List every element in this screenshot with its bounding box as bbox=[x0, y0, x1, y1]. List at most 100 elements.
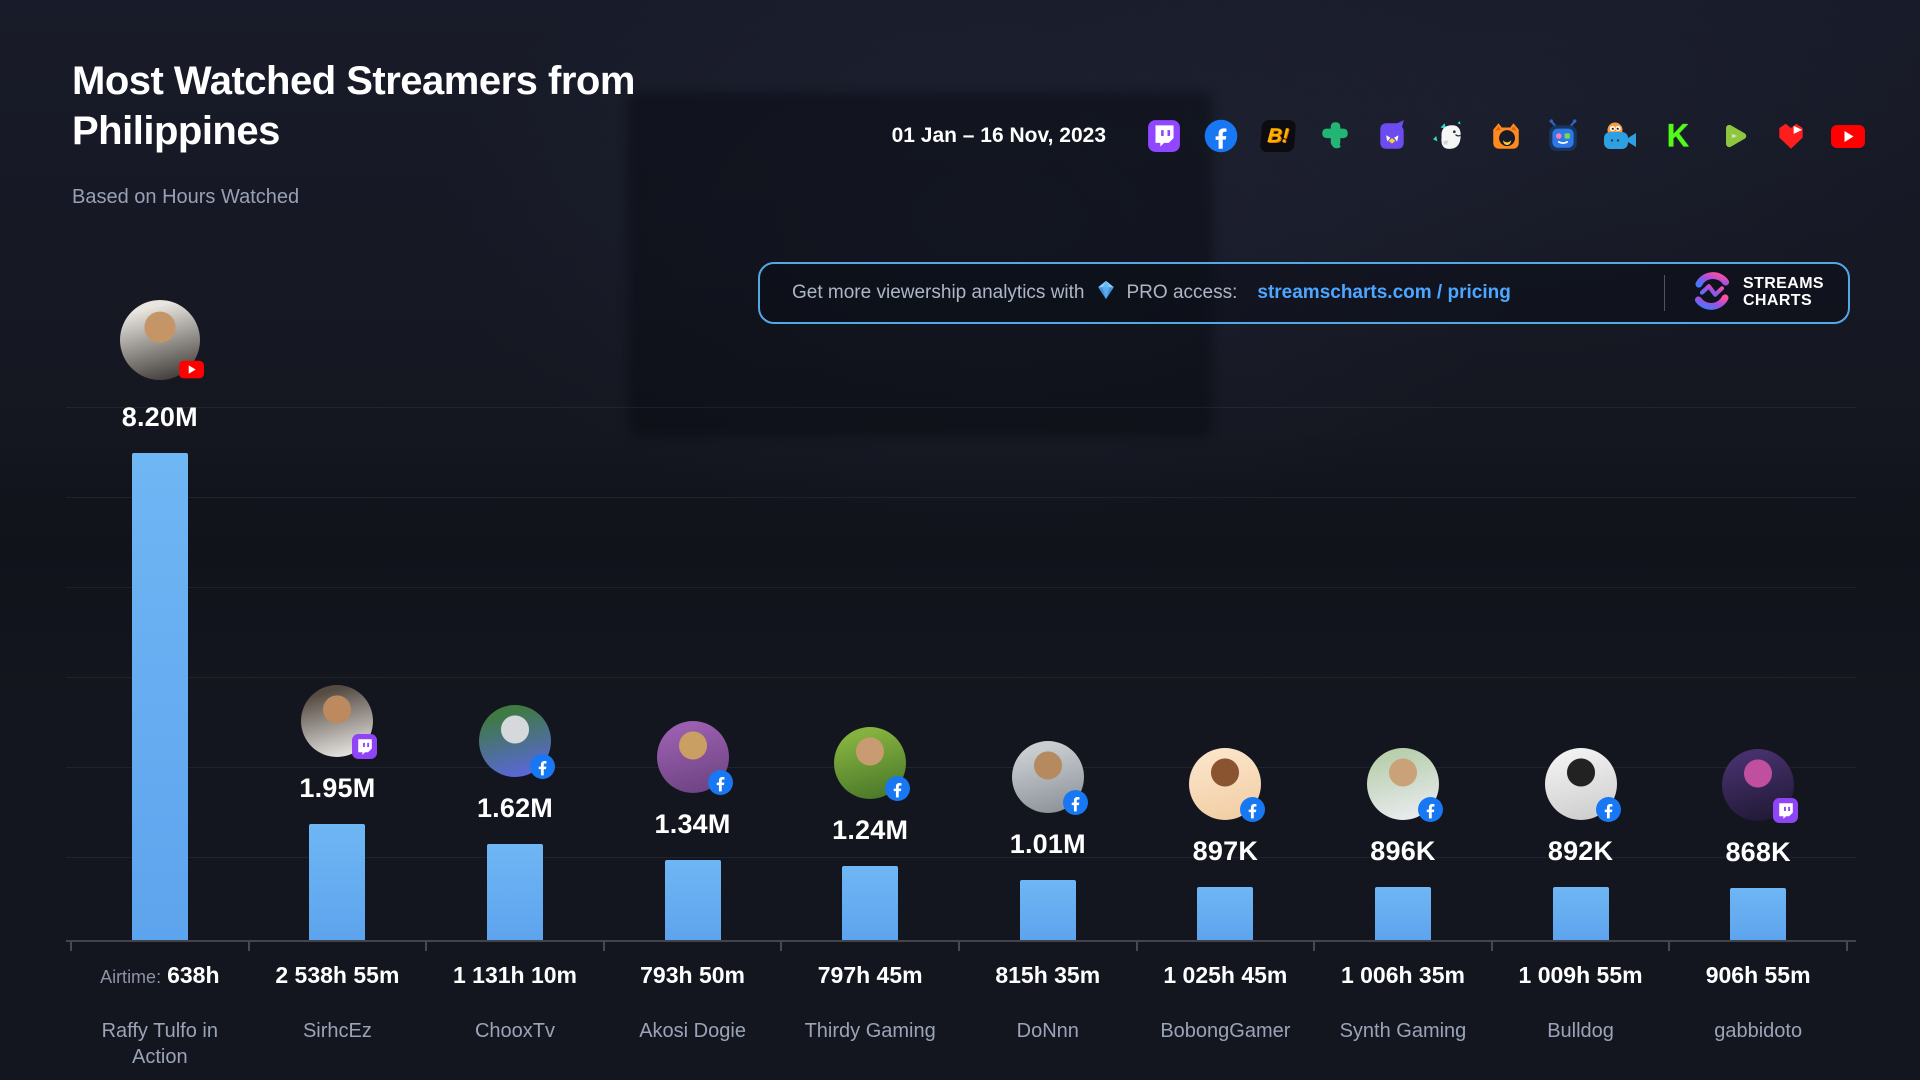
axis-tick bbox=[1668, 942, 1671, 951]
streams-charts-logo-mark-icon bbox=[1691, 270, 1733, 317]
streamer-column: 1.34M bbox=[604, 0, 782, 940]
gridline bbox=[66, 497, 1856, 498]
gridline bbox=[66, 767, 1856, 768]
platform-orange-cat-icon bbox=[1488, 118, 1524, 154]
platform-rumble-icon bbox=[1716, 118, 1752, 154]
facebook-badge-icon bbox=[529, 754, 555, 779]
airtime-value: 906h 55m bbox=[1669, 962, 1847, 989]
streamer-avatar bbox=[478, 705, 555, 779]
youtube-badge-icon bbox=[178, 357, 204, 382]
streamer-avatar bbox=[1366, 748, 1443, 822]
value-label: 8.20M bbox=[121, 402, 198, 432]
promo-text-prefix: Get more viewership analytics with bbox=[792, 282, 1085, 303]
streamer-avatar bbox=[656, 721, 733, 795]
axis-tick bbox=[1313, 942, 1316, 951]
header-right: 01 Jan – 16 Nov, 2023 B! K bbox=[892, 117, 1866, 154]
airtime-value: 1 131h 10m bbox=[426, 962, 604, 989]
streamer-column: 1.01M bbox=[959, 0, 1137, 940]
streamer-avatar bbox=[1722, 749, 1799, 823]
airtime-value: 797h 45m bbox=[781, 962, 959, 989]
streamer-name: gabbidoto bbox=[1714, 1020, 1803, 1042]
value-label: 868K bbox=[1725, 837, 1791, 867]
promo-banner: Get more viewership analytics with PRO a… bbox=[758, 262, 1850, 324]
facebook-badge-icon bbox=[885, 776, 911, 801]
promo-text-mid: PRO access: bbox=[1126, 282, 1238, 303]
logo-line2: CHARTS bbox=[1742, 292, 1813, 309]
page-title: Most Watched Streamers from Philippines bbox=[72, 59, 635, 154]
value-label: 1.34M bbox=[654, 809, 731, 839]
gridline bbox=[66, 677, 1856, 678]
chart-columns: 8.20M 1.95M 1.62M 1.34M 1.24M 1.01M 897K 896K 89… bbox=[71, 0, 1847, 940]
platform-icons-row: B! K bbox=[1146, 117, 1866, 154]
bar bbox=[486, 844, 543, 940]
airtime-value: 1 025h 45m bbox=[1137, 962, 1315, 989]
promo-divider bbox=[1663, 275, 1665, 311]
bar bbox=[131, 453, 188, 940]
streamer-column: 897K bbox=[1137, 0, 1315, 940]
airtime-text: 906h 55m bbox=[1705, 962, 1811, 988]
platform-youtube-icon bbox=[1830, 118, 1866, 154]
bar bbox=[1019, 880, 1076, 940]
platform-nimo-icon bbox=[1374, 118, 1410, 154]
airtime-value: 1 009h 55m bbox=[1492, 962, 1670, 989]
bar bbox=[309, 824, 366, 940]
airtime-text: 815h 35m bbox=[995, 962, 1101, 988]
promo-text: Get more viewership analytics with PRO a… bbox=[792, 279, 1511, 307]
facebook-badge-icon bbox=[1062, 790, 1088, 815]
streamer-avatar bbox=[301, 685, 378, 759]
airtime-text: 1 025h 45m bbox=[1163, 962, 1288, 988]
streamer-name-row: Raffy Tulfo in Action SirhcEz ChooxTv Akosi… bbox=[71, 1018, 1847, 1070]
airtime-text: 1 006h 35m bbox=[1340, 962, 1465, 988]
bar bbox=[1197, 887, 1254, 940]
platform-white-mascot-icon bbox=[1431, 118, 1467, 154]
airtime-text: 1 131h 10m bbox=[452, 962, 577, 988]
streamer-avatar bbox=[1011, 741, 1088, 815]
axis-tick bbox=[425, 942, 428, 951]
streams-charts-logo-text: STREAMS CHARTS bbox=[1742, 275, 1824, 310]
airtime-row: Airtime: 638h 2 538h 55m 1 131h 10m 793h 50m… bbox=[71, 962, 1847, 989]
axis-tick bbox=[70, 942, 72, 951]
airtime-text: 2 538h 55m bbox=[275, 962, 400, 988]
streamer-column: 1.95M bbox=[249, 0, 427, 940]
value-label: 1.95M bbox=[299, 773, 376, 803]
airtime-text: 797h 45m bbox=[817, 962, 923, 988]
airtime-text: 793h 50m bbox=[640, 962, 745, 988]
axis-tick bbox=[602, 942, 605, 951]
gridline bbox=[66, 587, 1856, 588]
streamer-avatar bbox=[834, 727, 911, 801]
streamer-name: DoNnn bbox=[1016, 1020, 1079, 1042]
airtime-label: Airtime: bbox=[100, 967, 162, 987]
streamer-name: Bulldog bbox=[1547, 1020, 1614, 1042]
axis-tick bbox=[247, 942, 250, 951]
platform-heart-play-icon bbox=[1773, 118, 1809, 154]
pro-gem-icon bbox=[1095, 279, 1117, 307]
facebook-badge-icon bbox=[1595, 797, 1621, 822]
streamer-column: 896K bbox=[1314, 0, 1492, 940]
gridline bbox=[66, 857, 1856, 858]
axis-tick bbox=[780, 942, 783, 951]
streamer-column: 892K bbox=[1492, 0, 1670, 940]
platform-kick-icon: K bbox=[1666, 117, 1689, 154]
twitch-badge-icon bbox=[352, 734, 378, 759]
pricing-link[interactable]: streamscharts.com / pricing bbox=[1257, 282, 1511, 303]
value-label: 1.24M bbox=[832, 815, 909, 845]
bar bbox=[1552, 887, 1609, 940]
streamer-name: Akosi Dogie bbox=[639, 1020, 746, 1042]
platform-trovo-icon bbox=[1317, 118, 1353, 154]
streamer-avatar bbox=[1544, 748, 1621, 822]
platform-camera-mascot-icon bbox=[1602, 118, 1638, 154]
axis-tick bbox=[1490, 942, 1493, 951]
streamer-column: 868K bbox=[1669, 0, 1847, 940]
streamer-column: 1.24M bbox=[781, 0, 959, 940]
streamer-column: 1.62M bbox=[426, 0, 604, 940]
value-label: 1.01M bbox=[1009, 829, 1086, 859]
axis-tick bbox=[958, 942, 960, 951]
airtime-value: 815h 35m bbox=[959, 962, 1137, 989]
streamer-avatar bbox=[1189, 748, 1266, 822]
bar bbox=[1730, 888, 1787, 940]
streamer-name: BobongGamer bbox=[1160, 1020, 1291, 1042]
value-label: 896K bbox=[1370, 836, 1436, 866]
x-axis bbox=[66, 940, 1856, 942]
airtime-value: 793h 50m bbox=[604, 962, 782, 989]
